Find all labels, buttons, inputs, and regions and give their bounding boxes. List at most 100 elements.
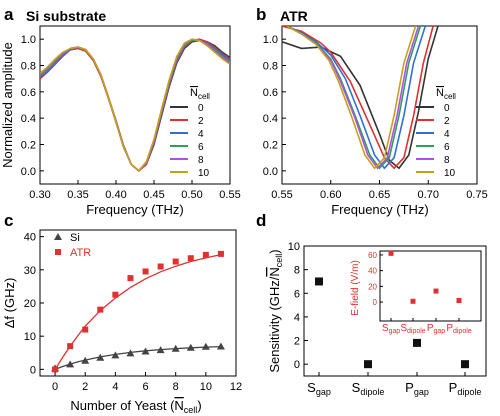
inset-x-tick-subscript: dipole: [407, 328, 426, 335]
legend-label-Si: Si: [70, 232, 80, 244]
data-point-Si: [126, 349, 135, 357]
legend-label-2: 2: [444, 116, 450, 127]
panel-b-title: ATR: [280, 8, 308, 24]
inset-x-tick-letter: P: [446, 323, 453, 334]
panel-b-ticks: 0.55 0.60 0.65 0.70 0.75 0.0 0.2 0.4 0.6 0.8 1.0: [263, 34, 488, 201]
x-tick-subscript: gap: [414, 387, 429, 397]
inset-x-tick-subscript: dipole: [453, 328, 472, 335]
data-point-Si: [141, 347, 150, 355]
x-tick-label: 0.55: [219, 189, 240, 201]
data-point-Si: [186, 343, 195, 351]
y-tick-label: 30: [24, 265, 36, 277]
x-tick-label: 12: [230, 381, 242, 393]
panel-d-series: [315, 277, 469, 369]
d-ylabel-main: Sensitivity (GHz/: [267, 276, 282, 372]
panel-c-legend: Si ATR: [54, 232, 91, 259]
data-point-ATR: [202, 251, 209, 258]
panel-label-b: b: [256, 5, 266, 24]
inset-y-axis-label: E-field (V/m): [350, 260, 361, 316]
y-tick-label: 0.4: [263, 113, 278, 125]
inset-point-S_gap: [388, 250, 394, 256]
panel-a-plot-frame: [39, 25, 231, 185]
inset-point-P_dipole: [456, 298, 462, 303]
x-tick-label: Sgap: [307, 380, 331, 397]
legend-label-0: 0: [198, 103, 204, 114]
data-point-P_gap: [413, 338, 421, 347]
legend-label-ATR: ATR: [70, 247, 91, 259]
inset-plot-frame: [379, 250, 482, 322]
data-point-Si: [81, 356, 90, 364]
data-point-Si: [156, 346, 165, 354]
panel-c: c 0 2 4 6 8 10 12 0 10 20 30 40 Si ATR Δf (GHz) Numb…: [2, 211, 242, 415]
inset-x-tick-subscript: gap: [388, 328, 400, 335]
y-tick-label: 6: [294, 288, 300, 300]
panel-a-legend: Ncell 0 2 4 6 8 10: [170, 87, 210, 179]
legend-title-symbol: N: [436, 87, 444, 99]
y-tick-label: 0.6: [263, 87, 278, 99]
c-xlabel-main: Number of Yeast (: [70, 398, 175, 413]
inset-point-S_dipole: [410, 298, 416, 304]
inset-x-tick-label: Sdipole: [400, 323, 425, 335]
x-tick-label: 0.55: [271, 189, 292, 201]
data-point-Si: [216, 342, 225, 350]
panel-b-x-axis-label: Frequency (THz): [331, 202, 429, 217]
panel-c-series: [51, 250, 225, 373]
inset-y-tick-label: 20: [368, 282, 377, 291]
y-tick-label: 0.8: [21, 61, 36, 73]
y-tick-label: 10: [24, 331, 36, 343]
inset-point-P_gap: [433, 288, 439, 294]
data-point-P_dipole: [461, 360, 469, 369]
inset-x-tick-label: Sgap: [382, 323, 400, 335]
legend-title: Ncell: [436, 87, 456, 101]
x-tick-label: Sdipole: [352, 380, 385, 397]
x-tick-label: 0.40: [105, 189, 126, 201]
x-tick-label: 10: [200, 381, 212, 393]
panel-a: a Si substrate 0.30 0.35 0.40 0.45 0.50 0.550…: [0, 5, 241, 217]
x-tick-label: 4: [112, 381, 118, 393]
fit-line-Si: [54, 345, 221, 371]
panel-d-plot-frame: [303, 245, 487, 377]
x-tick-label: 0: [52, 381, 58, 393]
legend-title-subscript: cell: [198, 92, 210, 101]
x-tick-letter: P: [405, 380, 414, 395]
legend-marker-ATR: [55, 249, 61, 255]
data-point-ATR: [97, 306, 104, 313]
inset-x-tick-label: Pgap: [427, 323, 445, 335]
y-tick-label: 0: [30, 364, 36, 376]
panel-c-ticks: 0 2 4 6 8 10 12 0 10 20 30 40: [24, 232, 242, 393]
data-point-Si: [171, 344, 180, 352]
y-tick-label: 8: [294, 265, 300, 277]
y-tick-label: 0.2: [21, 140, 36, 152]
data-point-ATR: [142, 268, 149, 275]
panel-a-title: Si substrate: [26, 8, 106, 24]
data-point-ATR: [127, 275, 134, 282]
x-tick-subscript: dipole: [360, 387, 384, 397]
data-point-ATR: [67, 343, 74, 350]
x-tick-letter: S: [307, 380, 316, 395]
x-tick-label: 0.30: [29, 189, 50, 201]
legend-label-6: 6: [198, 142, 204, 153]
y-tick-label: 40: [24, 232, 36, 244]
x-tick-label: 0.70: [418, 189, 439, 201]
legend-label-2: 2: [198, 116, 204, 127]
x-tick-label: Pdipole: [449, 380, 482, 397]
inset-x-tick-subscript: gap: [433, 328, 445, 335]
panel-label-a: a: [4, 5, 14, 24]
y-tick-label: 0.0: [21, 166, 36, 178]
x-tick-label: 8: [173, 381, 179, 393]
y-tick-label: 4: [294, 312, 300, 324]
y-tick-label: 0.8: [263, 61, 278, 73]
data-point-S_dipole: [364, 360, 372, 369]
inset-x-tick-letter: P: [427, 323, 434, 334]
data-point-Si: [201, 342, 210, 350]
x-tick-label: 0.35: [67, 189, 88, 201]
series-line-6: [286, 26, 422, 170]
c-xlabel-symbol: N: [174, 398, 183, 413]
x-tick-letter: S: [352, 380, 361, 395]
x-tick-label: Pgap: [405, 380, 429, 397]
data-point-ATR: [112, 291, 119, 298]
